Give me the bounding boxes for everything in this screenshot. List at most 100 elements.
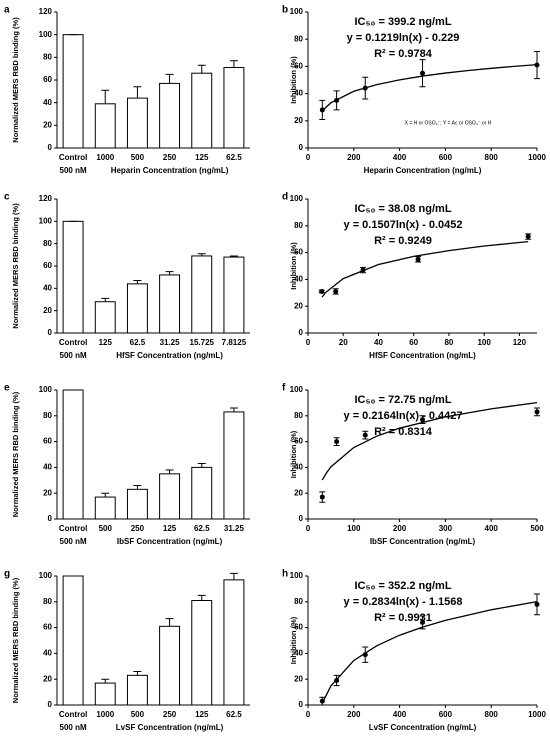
annotation: R² = 0.9784 [374,48,433,60]
fit-curve [321,601,538,704]
y-axis-title: Inhibition (%) [289,430,298,478]
x-tick-label: 600 [439,710,453,719]
error-bar [229,572,238,580]
error-bar [197,64,206,74]
panel-label: a [4,5,10,16]
panel-label: b [282,5,288,16]
bar [159,82,181,149]
error-bar [101,89,110,104]
x-tick-label: 125 [195,710,209,719]
error-bar [133,484,142,490]
x-tick-label: 1000 [96,153,114,162]
annotation: y = 0.2834ln(x) - 1.1568 [344,596,463,608]
panel-label: e [4,383,10,394]
y-tick-label: 40 [294,275,303,284]
x-tick-label: 125 [99,338,113,347]
y-tick-label: 40 [294,89,303,98]
x-tick-label: 31.25 [160,338,181,347]
y-tick-label: 40 [43,649,52,658]
x-tick-label: 800 [485,710,499,719]
x-tick-label: 250 [163,153,177,162]
y-tick-label: 100 [39,385,53,394]
x-tick-label: 200 [347,710,361,719]
x-axis-title: HfSF Concentration (ng/mL) [369,351,476,360]
data-point [334,439,340,445]
x-tick-label: 125 [163,524,177,533]
y-tick-label: 40 [294,463,303,472]
data-point [534,409,540,415]
y-tick-label: 80 [294,34,303,43]
y-tick-label: 80 [294,221,303,230]
y-tick-label: 20 [43,488,52,497]
y-axis-title: Normalized MERS RBD binding (%) [11,203,20,329]
y-tick-label: 40 [43,283,52,292]
x-tick-label: 15.725 [190,338,215,347]
y-tick-label: 80 [43,239,52,248]
bar [126,674,148,706]
x-tick-label: 62.5 [194,524,210,533]
error-bar [101,297,110,302]
x-tick-label: 600 [439,153,453,162]
y-tick-label: 60 [294,437,303,446]
bar [223,411,245,520]
bar [94,682,116,706]
y-tick-label: 120 [39,7,53,16]
x-tick-label: 200 [393,524,407,533]
x-tick-label: 1000 [96,710,114,719]
x-tick-label: 80 [444,338,453,347]
x-tick-label: 1000 [528,710,546,719]
error-bar [197,594,206,601]
x-tick-label: 20 [339,338,348,347]
panel-label: g [4,569,10,580]
annotation: IC₅₀ = 399.2 ng/mL [354,16,451,28]
panel: d Inhibition (%) 0 20 40 60 80 100 0 20 40 60 80 100 1… [282,192,537,360]
x-tick-label: 62.5 [226,710,242,719]
structure-note: X = H or OSO₃⁻; Y = Ac or OSO₃⁻ or H [405,120,492,126]
bar [126,97,148,149]
x-tick-label: 7.8125 [222,338,247,347]
error-bar [101,678,110,684]
data-point [420,619,425,625]
x-tick-label: 400 [485,524,499,533]
y-axis-title: Inhibition (%) [289,242,298,290]
x-tick-label: 125 [195,153,209,162]
x-tick-label: Control 500 nM [59,524,87,546]
x-tick-label: 500 [131,710,145,719]
y-axis-title: Normalized MERS RBD binding (%) [11,577,20,703]
y-tick-label: 100 [39,30,53,39]
bar [62,575,84,706]
y-tick-label: 120 [39,194,53,203]
x-tick-label: Control 500 nM [59,710,87,732]
annotation: IC₅₀ = 352.2 ng/mL [354,580,451,592]
data-point [319,494,325,500]
data-point [534,601,540,607]
error-bar [133,86,142,99]
error-bar [101,492,110,498]
y-tick-label: 60 [43,261,52,270]
y-tick-label: 60 [294,62,303,71]
x-tick-label: 62.5 [226,153,242,162]
bar [62,389,84,520]
y-axis-title: Inhibition (%) [289,56,298,104]
y-tick-label: 80 [43,597,52,606]
y-axis-title: Inhibition (%) [289,616,298,664]
bar [94,301,116,334]
annotation: y = 0.1219ln(x) - 0.229 [347,32,460,44]
x-axis-title: IbSF Concentration (ng/mL) [370,537,476,546]
y-tick-label: 60 [294,623,303,632]
y-tick-label: 20 [294,301,303,310]
fit-curve [321,240,529,298]
y-tick-label: 80 [43,52,52,61]
data-point [319,698,325,704]
y-tick-label: 40 [43,463,52,472]
y-tick-label: 80 [294,597,303,606]
bar [159,274,181,334]
bar [191,466,213,520]
y-tick-label: 60 [294,248,303,257]
bar [62,34,84,149]
x-axis-title: HfSF Concentration (ng/mL) [116,351,223,360]
